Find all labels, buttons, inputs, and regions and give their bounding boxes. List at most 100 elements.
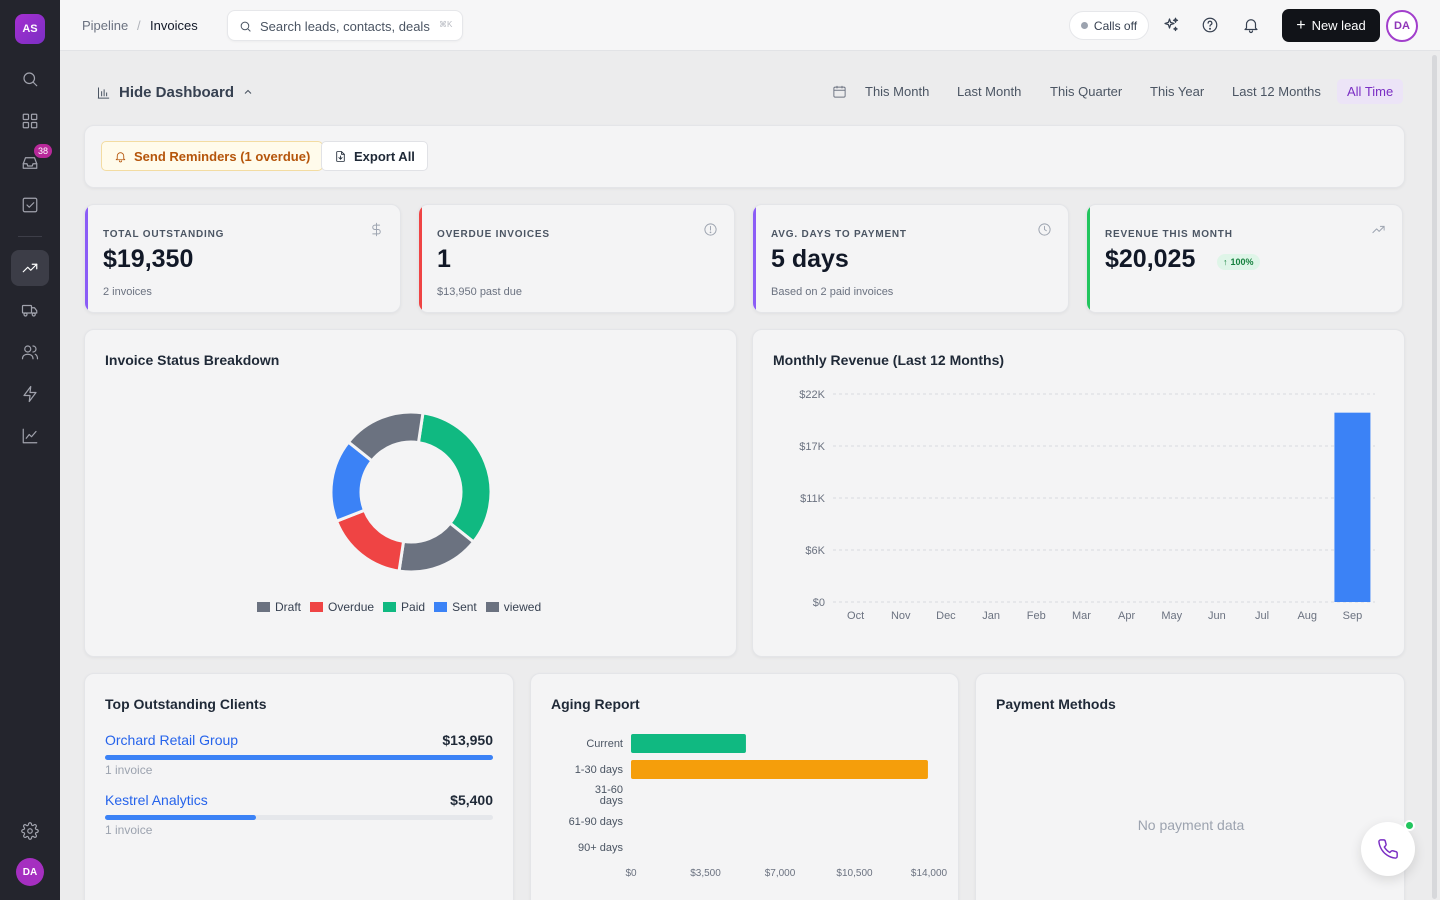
workspace-logo[interactable]: AS — [15, 14, 45, 44]
send-reminders-button[interactable]: Send Reminders (1 overdue) — [101, 141, 324, 171]
period-last-12-months[interactable]: Last 12 Months — [1232, 84, 1321, 99]
notifications-button[interactable] — [1240, 14, 1262, 36]
x-tick-label: May — [1161, 610, 1182, 622]
gear-icon — [21, 822, 39, 840]
calls-label: Calls off — [1093, 18, 1138, 33]
sidebar-item-settings[interactable] — [11, 813, 49, 849]
aging-category-label: Current — [586, 738, 623, 750]
x-tick-label: Dec — [936, 610, 956, 622]
invoice-status-panel: Invoice Status Breakdown Draft Overdue P… — [84, 329, 737, 657]
kpi-subtext: Based on 2 paid invoices — [771, 286, 894, 298]
trending-up-icon — [1371, 222, 1386, 242]
inbox-icon — [22, 157, 38, 169]
chevron-up-icon — [244, 89, 252, 94]
truck-icon — [21, 304, 38, 317]
search-icon — [23, 72, 38, 87]
growth-badge: ↑ 100% — [1217, 254, 1260, 270]
x-tick-label: Oct — [847, 610, 864, 622]
client-amount: $13,950 — [442, 732, 493, 748]
client-link[interactable]: Orchard Retail Group — [105, 732, 239, 748]
panel-title: Monthly Revenue (Last 12 Months) — [773, 352, 1005, 368]
x-tick-label: $10,500 — [836, 868, 873, 879]
sidebar-item-reports[interactable] — [11, 418, 49, 454]
monthly-revenue-panel: Monthly Revenue (Last 12 Months) $0 $6K $1… — [752, 329, 1405, 657]
donut-slice-paid[interactable] — [416, 411, 493, 545]
period-last-month[interactable]: Last Month — [957, 84, 1022, 99]
legend-label: Draft — [275, 600, 302, 614]
breadcrumb-separator: / — [137, 18, 141, 33]
file-download-icon — [336, 150, 345, 162]
new-lead-button[interactable]: + New lead — [1282, 9, 1380, 42]
aging-category-label: 1-30 days — [575, 764, 624, 776]
sidebar-item-tasks[interactable] — [11, 187, 49, 223]
sidebar-item-search[interactable] — [11, 61, 49, 97]
hide-dashboard-toggle[interactable]: Hide Dashboard — [96, 81, 254, 103]
aging-bar-1-30-days[interactable] — [631, 760, 928, 779]
legend-item[interactable]: viewed — [485, 600, 541, 614]
kpi-value: 1 — [437, 245, 451, 273]
help-button[interactable] — [1199, 14, 1221, 36]
legend-item[interactable]: Draft — [257, 600, 301, 614]
sidebar-item-inbox[interactable] — [11, 145, 49, 181]
legend-label: Sent — [452, 600, 477, 614]
client-progress-track — [105, 755, 493, 760]
send-reminders-label: Send Reminders (1 overdue) — [134, 148, 311, 164]
legend-item[interactable]: Sent — [434, 600, 477, 614]
grid-icon — [22, 113, 38, 129]
kpi-accent — [85, 205, 88, 312]
aging-category-label: days — [600, 795, 624, 807]
sidebar-item-pipeline[interactable] — [11, 250, 49, 286]
search-shortcut: ⌘K — [439, 20, 453, 29]
legend-swatch — [383, 602, 397, 612]
legend-item[interactable]: Paid — [383, 600, 425, 614]
sidebar-user-avatar[interactable]: DA — [16, 858, 44, 886]
x-tick-label: $7,000 — [765, 868, 796, 879]
client-invoice-count: 1 invoice — [105, 763, 153, 777]
sidebar-item-dashboard[interactable] — [11, 103, 49, 139]
inbox-badge: 38 — [33, 143, 54, 159]
legend-item[interactable]: Overdue — [310, 600, 374, 614]
aging-category-label: 90+ days — [578, 842, 623, 854]
help-circle-icon — [1202, 17, 1218, 33]
kpi-label: AVG. DAYS TO PAYMENT — [771, 229, 907, 240]
donut-slice-overdue[interactable] — [334, 508, 406, 573]
donut-slice-draft[interactable] — [346, 410, 425, 463]
aging-bar-current[interactable] — [631, 734, 746, 753]
search-icon — [240, 21, 251, 32]
export-all-button[interactable]: Export All — [321, 141, 428, 171]
client-amount: $5,400 — [450, 792, 493, 808]
breadcrumb-pipeline[interactable]: Pipeline — [82, 18, 129, 33]
period-this-month[interactable]: This Month — [865, 84, 930, 99]
client-link[interactable]: Kestrel Analytics — [105, 792, 208, 808]
ai-sparkle-button[interactable] — [1160, 14, 1182, 36]
revenue-bar-sep[interactable] — [1334, 412, 1371, 602]
online-status-dot — [1404, 820, 1415, 831]
aging-category-label: 61-90 days — [569, 816, 624, 828]
search-input[interactable] — [260, 17, 438, 35]
calls-toggle[interactable]: Calls off — [1069, 11, 1149, 40]
x-tick-label: $14,000 — [911, 868, 948, 879]
sidebar-item-deliveries[interactable] — [11, 292, 49, 328]
x-tick-label: Jun — [1208, 610, 1226, 622]
period-this-quarter[interactable]: This Quarter — [1050, 84, 1123, 99]
lightning-icon — [23, 385, 37, 403]
period-this-year[interactable]: This Year — [1150, 84, 1205, 99]
sidebar-item-contacts[interactable] — [11, 334, 49, 370]
client-invoice-count: 1 invoice — [105, 823, 153, 837]
bell-icon — [115, 151, 126, 162]
sidebar-item-automations[interactable] — [11, 376, 49, 412]
x-tick-label: $3,500 — [690, 868, 721, 879]
phone-icon — [1378, 839, 1398, 859]
panel-title: Top Outstanding Clients — [105, 696, 267, 712]
vertical-scrollbar[interactable] — [1432, 55, 1437, 899]
kpi-revenue-this-month: REVENUE THIS MONTH $20,025 ↑ 100% — [1086, 204, 1403, 313]
period-all-time[interactable]: All Time — [1337, 79, 1404, 104]
x-tick-label: Jan — [982, 610, 1000, 622]
clock-icon — [1037, 222, 1052, 242]
panel-title: Aging Report — [551, 696, 640, 712]
user-avatar[interactable]: DA — [1386, 10, 1418, 42]
top-clients-panel: Top Outstanding Clients Orchard Retail G… — [84, 673, 514, 900]
phone-dialer-button[interactable] — [1361, 822, 1415, 876]
payment-methods-panel: Payment Methods No payment data — [975, 673, 1405, 900]
x-tick-label: Nov — [891, 610, 911, 622]
